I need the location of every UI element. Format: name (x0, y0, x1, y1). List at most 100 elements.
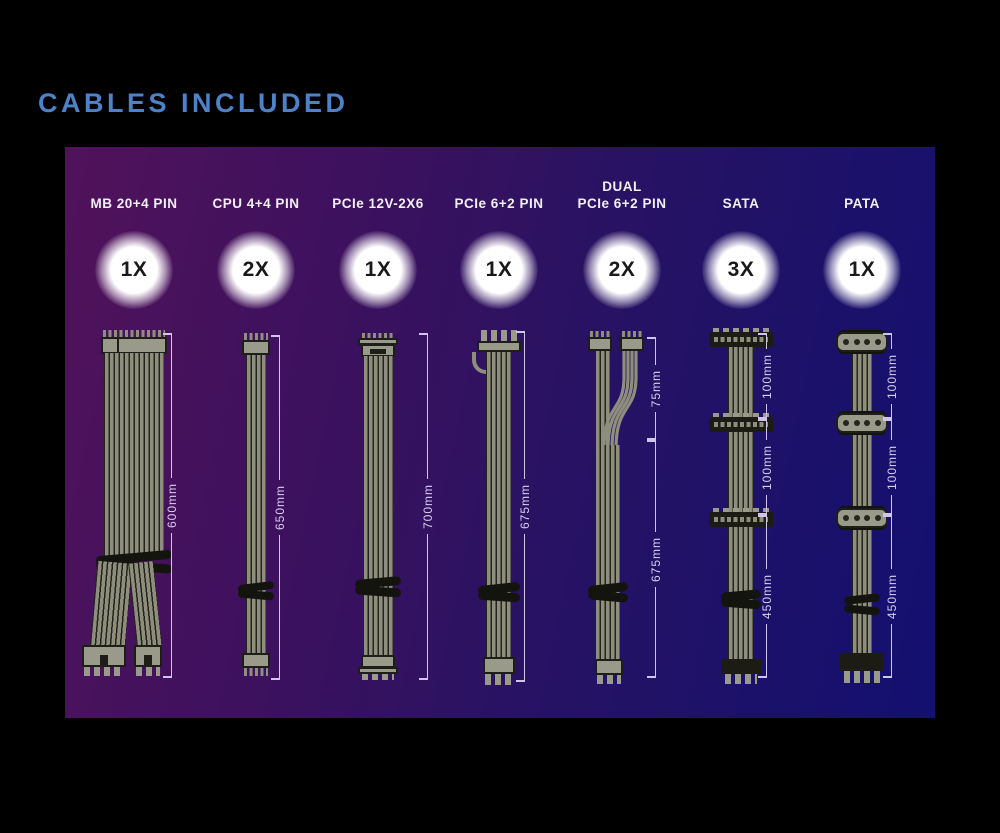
cable-name: DUAL PCIe 6+2 PIN (548, 175, 696, 213)
cable-name-line: CPU 4+4 PIN (212, 196, 300, 212)
cable-name-line: PCIe 12V-2X6 (332, 196, 424, 212)
count-label: 2X (608, 258, 636, 281)
plus2-wire-loop (472, 352, 488, 374)
count-badge: 1X (95, 231, 173, 309)
cable-name: CPU 4+4 PIN (182, 175, 330, 213)
bracket-tick (758, 513, 767, 516)
latch-notch (100, 655, 108, 667)
measurement-bracket: 675mm (642, 440, 663, 679)
count-badge: 1X (339, 231, 417, 309)
bracket-tick (419, 333, 428, 335)
pcie-connector-left (588, 337, 612, 351)
measurement-bracket: 100mm (878, 333, 899, 420)
column-pcie-12v-2x6: PCIe 12V-2X6 1X 700mm (318, 147, 438, 718)
bracket-tick (758, 333, 767, 335)
pin-row (244, 333, 268, 340)
column-pcie-6-2-pin: PCIe 6+2 PIN 1X 675mm (439, 147, 559, 718)
cable-name: PATA (788, 175, 936, 213)
bracket-line (765, 335, 767, 349)
curved-wire-bundle (602, 351, 638, 449)
wire-ribbon-right-leg (128, 561, 162, 649)
cables-panel: MB 20+4 PIN 1X (65, 147, 935, 718)
cable-name-line: MB 20+4 PIN (90, 196, 178, 212)
measurement-bracket: 600mm (158, 333, 179, 679)
count-label: 1X (848, 258, 876, 281)
count-label: 1X (485, 258, 513, 281)
measurement-label: 75mm (648, 369, 663, 408)
measurement-label: 450mm (759, 574, 774, 620)
wire-ribbon (104, 353, 164, 559)
bracket-tick (516, 331, 525, 333)
pin-row (362, 674, 394, 680)
pcie-plug (483, 657, 515, 674)
measurement-bracket: 650mm (266, 335, 287, 681)
bracket-tick (883, 419, 892, 421)
bracket-line (654, 442, 656, 532)
bracket-line (654, 339, 656, 365)
atx-20pin-plug (82, 645, 126, 667)
cable-tie (843, 604, 881, 616)
bracket-line (890, 624, 892, 677)
bracket-line (765, 403, 767, 418)
count-badge: 2X (583, 231, 661, 309)
sata-contact-stripe (714, 517, 768, 522)
bracket-line (170, 335, 172, 478)
cable-name-line: PATA (844, 196, 880, 212)
bracket-line (523, 534, 525, 681)
cable-name-line2: PCIe 6+2 PIN (577, 196, 667, 212)
bracket-tick (883, 676, 892, 679)
measurement-bracket: 100mm (878, 419, 899, 516)
bracket-line (278, 337, 280, 480)
sata-connector-1 (709, 332, 773, 347)
measurement-label: 100mm (884, 444, 899, 490)
count-label: 1X (364, 258, 392, 281)
cable-name-line: SATA (722, 196, 760, 212)
measurement-bracket: 450mm (753, 515, 774, 679)
bracket-tick (883, 333, 892, 335)
bracket-line (765, 494, 767, 514)
pin-row (622, 331, 642, 337)
bracket-line (426, 534, 428, 679)
column-cpu-4-4-pin: CPU 4+4 PIN 2X 650mm (196, 147, 316, 718)
bracket-line (523, 333, 525, 479)
bracket-tick (163, 676, 172, 679)
bracket-line (890, 335, 892, 349)
bracket-line (654, 586, 656, 677)
count-badge: 2X (217, 231, 295, 309)
count-badge: 1X (823, 231, 901, 309)
measurement-label: 650mm (272, 485, 287, 531)
bracket-tick (883, 515, 892, 517)
pin-row (485, 674, 513, 685)
count-badge: 3X (702, 231, 780, 309)
psu-side-plug (721, 659, 761, 674)
cable-name: SATA (667, 175, 815, 213)
pin-row (244, 668, 268, 676)
bracket-tick (883, 513, 892, 516)
bracket-tick (758, 515, 767, 517)
count-label: 2X (242, 258, 270, 281)
pin-row (590, 331, 610, 337)
sata-connector-2 (709, 417, 773, 432)
bracket-tick (758, 419, 767, 421)
measurement-bracket: 675mm (511, 331, 532, 683)
wire-ribbon (728, 345, 753, 661)
pin-row (844, 671, 880, 683)
measurement-bracket: 700mm (414, 333, 435, 681)
cpu-plug (242, 653, 270, 668)
bracket-tick (516, 680, 525, 683)
bracket-tick (419, 678, 428, 681)
bracket-line (765, 421, 767, 440)
cable-name: PCIe 12V-2X6 (304, 175, 452, 213)
connector-teeth (713, 328, 769, 332)
molex-connector-2 (836, 413, 888, 433)
wire-ribbon-left-leg (90, 560, 133, 649)
column-mb-20-4-pin: MB 20+4 PIN 1X (74, 147, 194, 718)
bracket-line (426, 335, 428, 479)
cable-tie (354, 585, 402, 598)
count-label: 3X (727, 258, 755, 281)
psu-side-plug (840, 653, 884, 671)
measurement-label: 675mm (648, 536, 663, 582)
sata-contact-stripe (714, 337, 768, 342)
bracket-tick (883, 417, 892, 420)
